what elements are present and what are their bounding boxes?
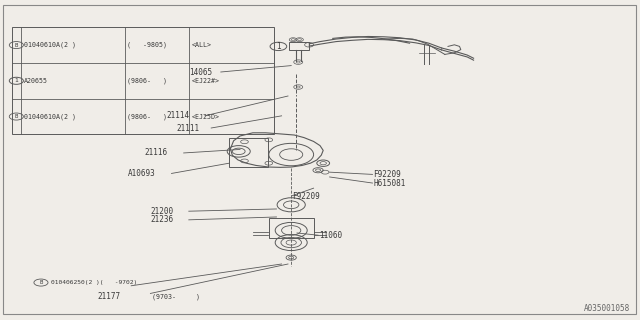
- Text: 010406250(2 )(   -9702): 010406250(2 )( -9702): [51, 280, 138, 285]
- Text: (9703-     ): (9703- ): [152, 294, 200, 300]
- Bar: [229, 138, 268, 167]
- Text: 11060: 11060: [319, 231, 342, 240]
- Text: 21177: 21177: [97, 292, 120, 301]
- Text: 21111: 21111: [176, 124, 199, 132]
- Text: <EJ22#>: <EJ22#>: [191, 78, 220, 84]
- Text: 1: 1: [276, 42, 281, 51]
- Text: B: B: [39, 280, 43, 285]
- Bar: [289, 42, 309, 50]
- Text: B: B: [15, 114, 18, 119]
- Bar: [12, 27, 274, 134]
- Text: (9806-   ): (9806- ): [127, 77, 168, 84]
- Text: 21236: 21236: [150, 215, 173, 224]
- Text: 21114: 21114: [166, 111, 189, 120]
- Text: 01040610A(2 ): 01040610A(2 ): [24, 113, 76, 120]
- Text: 1: 1: [14, 78, 19, 83]
- Text: 01040610A(2 ): 01040610A(2 ): [24, 42, 76, 48]
- Text: A10693: A10693: [128, 169, 156, 178]
- Text: 21200: 21200: [150, 207, 173, 216]
- Text: <ALL>: <ALL>: [191, 42, 211, 48]
- Text: F92209: F92209: [292, 192, 320, 201]
- Text: 14065: 14065: [189, 68, 212, 76]
- Text: A035001058: A035001058: [584, 304, 630, 313]
- Text: 21116: 21116: [144, 148, 167, 157]
- Text: (   -9805): ( -9805): [127, 42, 168, 48]
- Text: F92209: F92209: [373, 170, 401, 179]
- Text: H615081: H615081: [373, 179, 406, 188]
- Text: (9806-   ): (9806- ): [127, 113, 168, 120]
- Text: <EJ25D>: <EJ25D>: [191, 114, 220, 120]
- Text: A20655: A20655: [24, 78, 49, 84]
- Text: B: B: [15, 43, 18, 48]
- Bar: [269, 218, 314, 238]
